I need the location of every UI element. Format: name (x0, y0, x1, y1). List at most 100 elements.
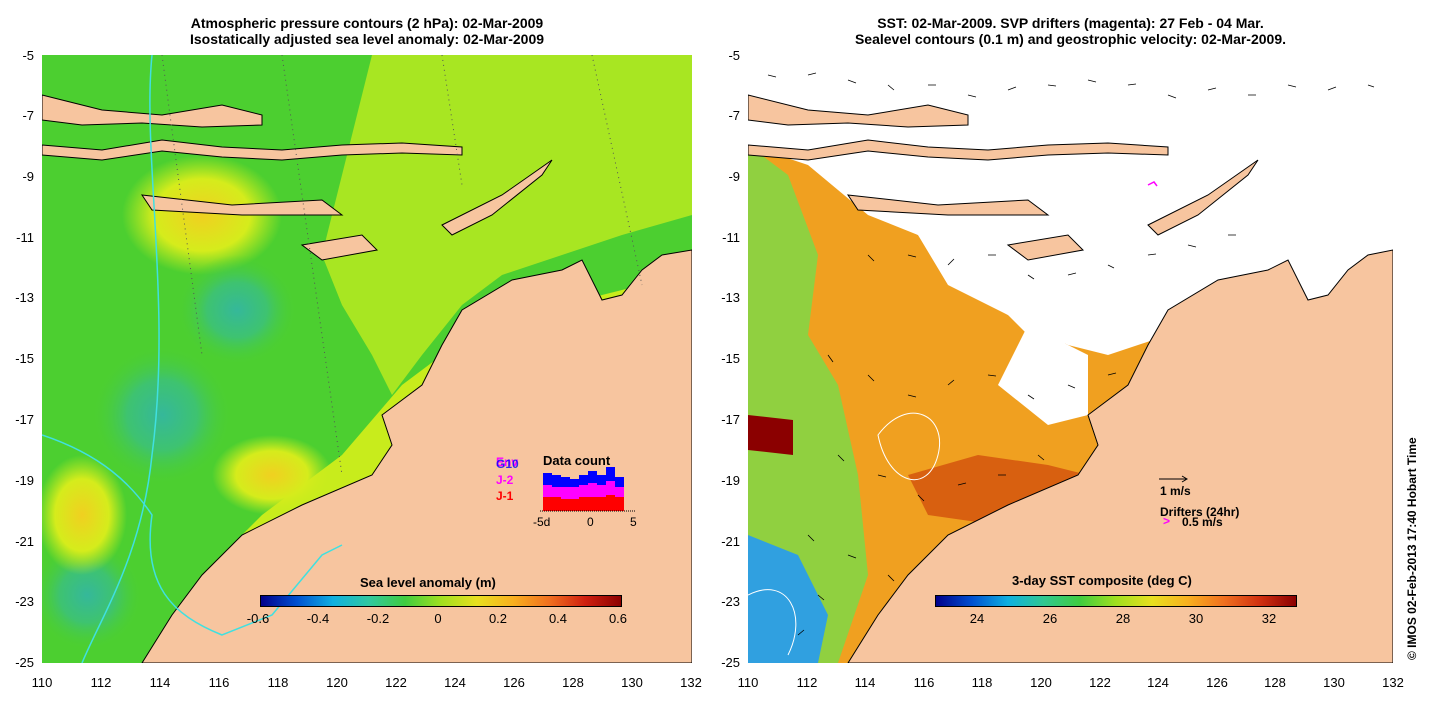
right-xtick-5: 120 (1030, 675, 1052, 690)
left-xtick-3: 116 (208, 675, 230, 690)
left-ytick-2: -9 (22, 169, 34, 184)
sst-red-patch (748, 415, 793, 455)
right-title-line1: SST: 02-Mar-2009. SVP drifters (magenta)… (877, 15, 1264, 31)
sst-colorbar-title: 3-day SST composite (deg C) (1012, 573, 1192, 588)
data-count-xtick-0: -5d (533, 515, 551, 529)
sla-cb-tick-5: 0.4 (548, 611, 568, 626)
sla-cb-tick-2: -0.2 (366, 611, 390, 626)
right-ytick-2: -9 (728, 169, 740, 184)
right-ytick-4: -13 (721, 290, 740, 305)
left-xtick-10: 130 (621, 675, 643, 690)
sumba-island-sst (1006, 234, 1085, 261)
sumba-island (300, 234, 379, 261)
left-ytick-6: -17 (15, 412, 34, 427)
sla-low-eddy-2 (177, 255, 297, 365)
left-xtick-1: 112 (90, 675, 112, 690)
sla-yellow-blob-timor (122, 155, 282, 275)
right-ytick-6: -17 (721, 412, 740, 427)
right-xtick-2: 114 (854, 675, 876, 690)
right-ytick-5: -15 (721, 351, 740, 366)
data-count-bar-group (543, 467, 624, 511)
sla-cb-tick-6: 0.6 (608, 611, 628, 626)
sst-cb-tick-2: 28 (1115, 611, 1131, 626)
right-xtick-8: 126 (1206, 675, 1228, 690)
drifters-label: Drifters (24hr) (1160, 505, 1240, 519)
flores-island (140, 194, 344, 216)
north-landmass (42, 94, 263, 128)
left-ytick-7: -19 (15, 473, 34, 488)
left-xtick-8: 126 (503, 675, 525, 690)
left-xtick-4: 118 (267, 675, 289, 690)
right-ytick-3: -11 (722, 230, 740, 245)
sealevel-contours (748, 412, 940, 656)
right-ytick-7: -19 (721, 473, 740, 488)
sst-map (748, 55, 1393, 663)
drifter-track (1147, 181, 1158, 187)
sla-cb-tick-3: 0 (434, 611, 442, 626)
left-xtick-6: 122 (385, 675, 407, 690)
sla-cb-tick-1: -0.4 (306, 611, 330, 626)
geostrophic-velocity-arrows (767, 72, 1375, 636)
left-xtick-0: 110 (31, 675, 53, 690)
sla-colorbar (260, 595, 622, 607)
left-ytick-1: -7 (22, 108, 34, 123)
right-ytick-1: -7 (728, 108, 740, 123)
left-xtick-5: 120 (326, 675, 348, 690)
drifter-scale-label: 0.5 m/s (1182, 515, 1223, 529)
sst-cb-tick-3: 30 (1188, 611, 1204, 626)
copyright-notice: © IMOS 02-Feb-2013 17:40 Hobart Time (1405, 437, 1419, 660)
bathymetry-contour (81, 55, 160, 663)
australia-landmass-sst (847, 249, 1393, 663)
right-title-line2: Sealevel contours (0.1 m) and geostrophi… (854, 31, 1287, 47)
sst-cb-tick-0: 24 (969, 611, 985, 626)
right-xtick-10: 130 (1323, 675, 1345, 690)
right-xtick-11: 132 (1382, 675, 1404, 690)
timor-island-sst (1147, 159, 1259, 236)
sst-white-cloud-2 (998, 325, 1088, 425)
sat-label-j1: J-1 (496, 489, 514, 503)
left-xtick-7: 124 (444, 675, 466, 690)
timor-island (441, 159, 553, 236)
right-xtick-3: 116 (913, 675, 935, 690)
right-ytick-10: -25 (721, 655, 740, 670)
right-xtick-9: 128 (1264, 675, 1286, 690)
sat-label-env: Env (496, 455, 519, 469)
indonesia-islands-sst (748, 139, 1169, 161)
sst-cb-tick-4: 32 (1261, 611, 1277, 626)
right-xtick-6: 122 (1089, 675, 1111, 690)
drifter-scale-marker: > (1163, 514, 1171, 528)
velocity-scale-label: 1 m/s (1160, 484, 1191, 498)
left-title-line1: Atmospheric pressure contours (2 hPa): 0… (190, 15, 544, 31)
sla-cb-tick-0: -0.6 (246, 611, 270, 626)
sla-high-1 (42, 455, 127, 575)
left-ytick-3: -11 (16, 230, 34, 245)
sst-colorbar (935, 595, 1297, 607)
data-count-bars (540, 467, 635, 512)
sst-green-region (748, 145, 868, 663)
sat-label-j2: J-2 (496, 473, 514, 487)
right-xtick-7: 124 (1147, 675, 1169, 690)
sla-low-eddy-1 (92, 345, 232, 485)
left-ytick-0: -5 (22, 48, 34, 63)
left-ytick-8: -21 (15, 534, 34, 549)
velocity-scale-arrow (1159, 475, 1188, 483)
right-ytick-0: -5 (728, 48, 740, 63)
sla-high-2 (212, 435, 332, 515)
data-count-title: Data count (543, 453, 611, 468)
right-xtick-4: 118 (971, 675, 993, 690)
left-ytick-10: -25 (15, 655, 34, 670)
australia-landmass (141, 249, 692, 663)
sea-level-anomaly-map (42, 55, 692, 663)
left-ytick-9: -23 (15, 594, 34, 609)
sla-colorbar-title: Sea level anomaly (m) (360, 575, 496, 590)
bathymetry-contour-2 (42, 434, 343, 636)
left-ytick-5: -15 (15, 351, 34, 366)
right-xtick-1: 112 (796, 675, 818, 690)
data-count-xtick-2: 5 (630, 515, 637, 529)
indonesia-islands-north (42, 139, 463, 161)
right-ytick-8: -21 (721, 534, 740, 549)
sat-label-g10: G10 (496, 457, 519, 471)
left-xtick-11: 132 (680, 675, 702, 690)
north-landmass-sst (748, 94, 969, 128)
data-count-xtick-1: 0 (587, 515, 594, 529)
